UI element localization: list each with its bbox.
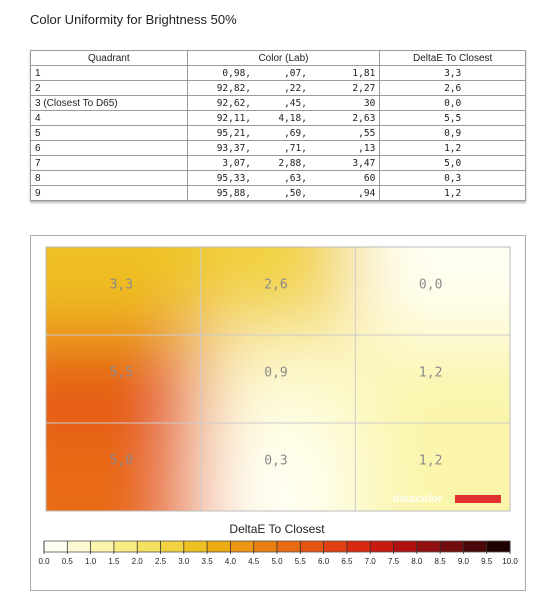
- logo-bar: [455, 495, 501, 503]
- colorbar-segment: [486, 541, 511, 552]
- colorbar-segment: [440, 541, 464, 552]
- colorbar-segment: [137, 541, 161, 552]
- table-row: 4 92,11, 4,18, 2,63 5,5: [30, 110, 526, 126]
- colorbar-segment: [416, 541, 441, 552]
- colorbar-tick-label: 3.5: [202, 557, 214, 566]
- table-cell: 1,2: [379, 185, 526, 201]
- colorbar-tick-label: 7.0: [365, 557, 377, 566]
- colorbar-tick-label: 0.5: [62, 557, 74, 566]
- heat-cell: [355, 247, 510, 336]
- table-cell: ,94: [310, 185, 380, 201]
- colorbar-tick-label: 5.0: [271, 557, 283, 566]
- heat-cell: [200, 335, 357, 424]
- colorbar-segment: [393, 541, 418, 552]
- colorbar-tick-label: 6.0: [318, 557, 330, 566]
- heat-cell: [200, 423, 357, 511]
- heat-cell: [200, 247, 357, 336]
- quadrant-label: 1,2: [419, 366, 442, 381]
- colorbar-tick-label: 1.0: [85, 557, 97, 566]
- colorbar-tick-label: 8.5: [435, 557, 447, 566]
- quadrant-label: 5,5: [110, 366, 133, 381]
- colorbar-segment: [67, 541, 92, 552]
- quadrant-label: 0,3: [264, 454, 287, 469]
- colorbar-tick-label: 7.5: [388, 557, 400, 566]
- colorbar-tick-label: 5.5: [295, 557, 307, 566]
- logo: datacolor: [393, 493, 443, 505]
- colorbar-segment: [160, 541, 185, 552]
- colorbar-segment: [207, 541, 231, 552]
- colorbar-segment: [253, 541, 278, 552]
- colorbar-tick-label: 3.0: [178, 557, 190, 566]
- colorbar-segment: [183, 541, 208, 552]
- colorbar-tick-label: 1.5: [108, 557, 120, 566]
- colorbar-segment: [346, 541, 371, 552]
- quadrant-label: 0,9: [264, 366, 287, 381]
- colorbar-tick-label: 2.5: [155, 557, 167, 566]
- quadrant-label: 1,2: [419, 454, 442, 469]
- colorbar-segment: [277, 541, 301, 552]
- colorbar-tick-label: 0.0: [38, 557, 50, 566]
- page-title: Color Uniformity for Brightness 50%: [30, 12, 237, 27]
- heat-cell: [355, 335, 510, 424]
- quadrant-label: 0,0: [419, 278, 442, 293]
- table-row: 3 (Closest To D65) 92,62, ,45, 30 0,0: [30, 95, 526, 111]
- colorbar-tick-label: 10.0: [502, 557, 518, 566]
- colorbar-segment: [90, 541, 115, 552]
- table-cell: 95,88,: [186, 185, 256, 201]
- colorbar-segment: [44, 541, 68, 552]
- quadrant-label: 3,3: [110, 278, 133, 293]
- colorbar-tick-label: 6.5: [341, 557, 353, 566]
- colorbar-segment: [370, 541, 394, 552]
- colorbar-segment: [300, 541, 325, 552]
- colorbar-segment: [230, 541, 255, 552]
- heat-cell: [46, 335, 202, 424]
- header-row: Quadrant Color (Lab) DeltaE To Closest: [30, 50, 526, 66]
- colorbar-segment: [463, 541, 488, 552]
- quadrant-label: 2,6: [264, 278, 287, 293]
- colorbar-segment: [113, 541, 138, 552]
- map-border: [45, 246, 511, 512]
- colorbar-tick-label: 2.0: [132, 557, 144, 566]
- quadrant-label: 5,0: [110, 454, 133, 469]
- table-row: 9 95,88, ,50, ,94 1,2: [30, 185, 526, 201]
- table-cell: 9: [30, 185, 188, 201]
- colorbar-tick-label: 9.5: [481, 557, 493, 566]
- table-cell: ,50,: [255, 185, 311, 201]
- heat-cell: [46, 247, 202, 336]
- colorbar-title: DeltaE To Closest: [229, 522, 325, 536]
- table-row: 7 3,07, 2,88, 3,47 5,0: [30, 155, 526, 171]
- heat-cell: [46, 423, 202, 511]
- colorbar-tick-label: 4.5: [248, 557, 260, 566]
- colorbar-tick-label: 8.0: [411, 557, 423, 566]
- uniformity-table: Quadrant Color (Lab) DeltaE To Closest 1…: [30, 50, 526, 201]
- colorbar-tick-label: 9.0: [458, 557, 470, 566]
- colorbar-segment: [323, 541, 348, 552]
- colorbar-tick-label: 4.0: [225, 557, 237, 566]
